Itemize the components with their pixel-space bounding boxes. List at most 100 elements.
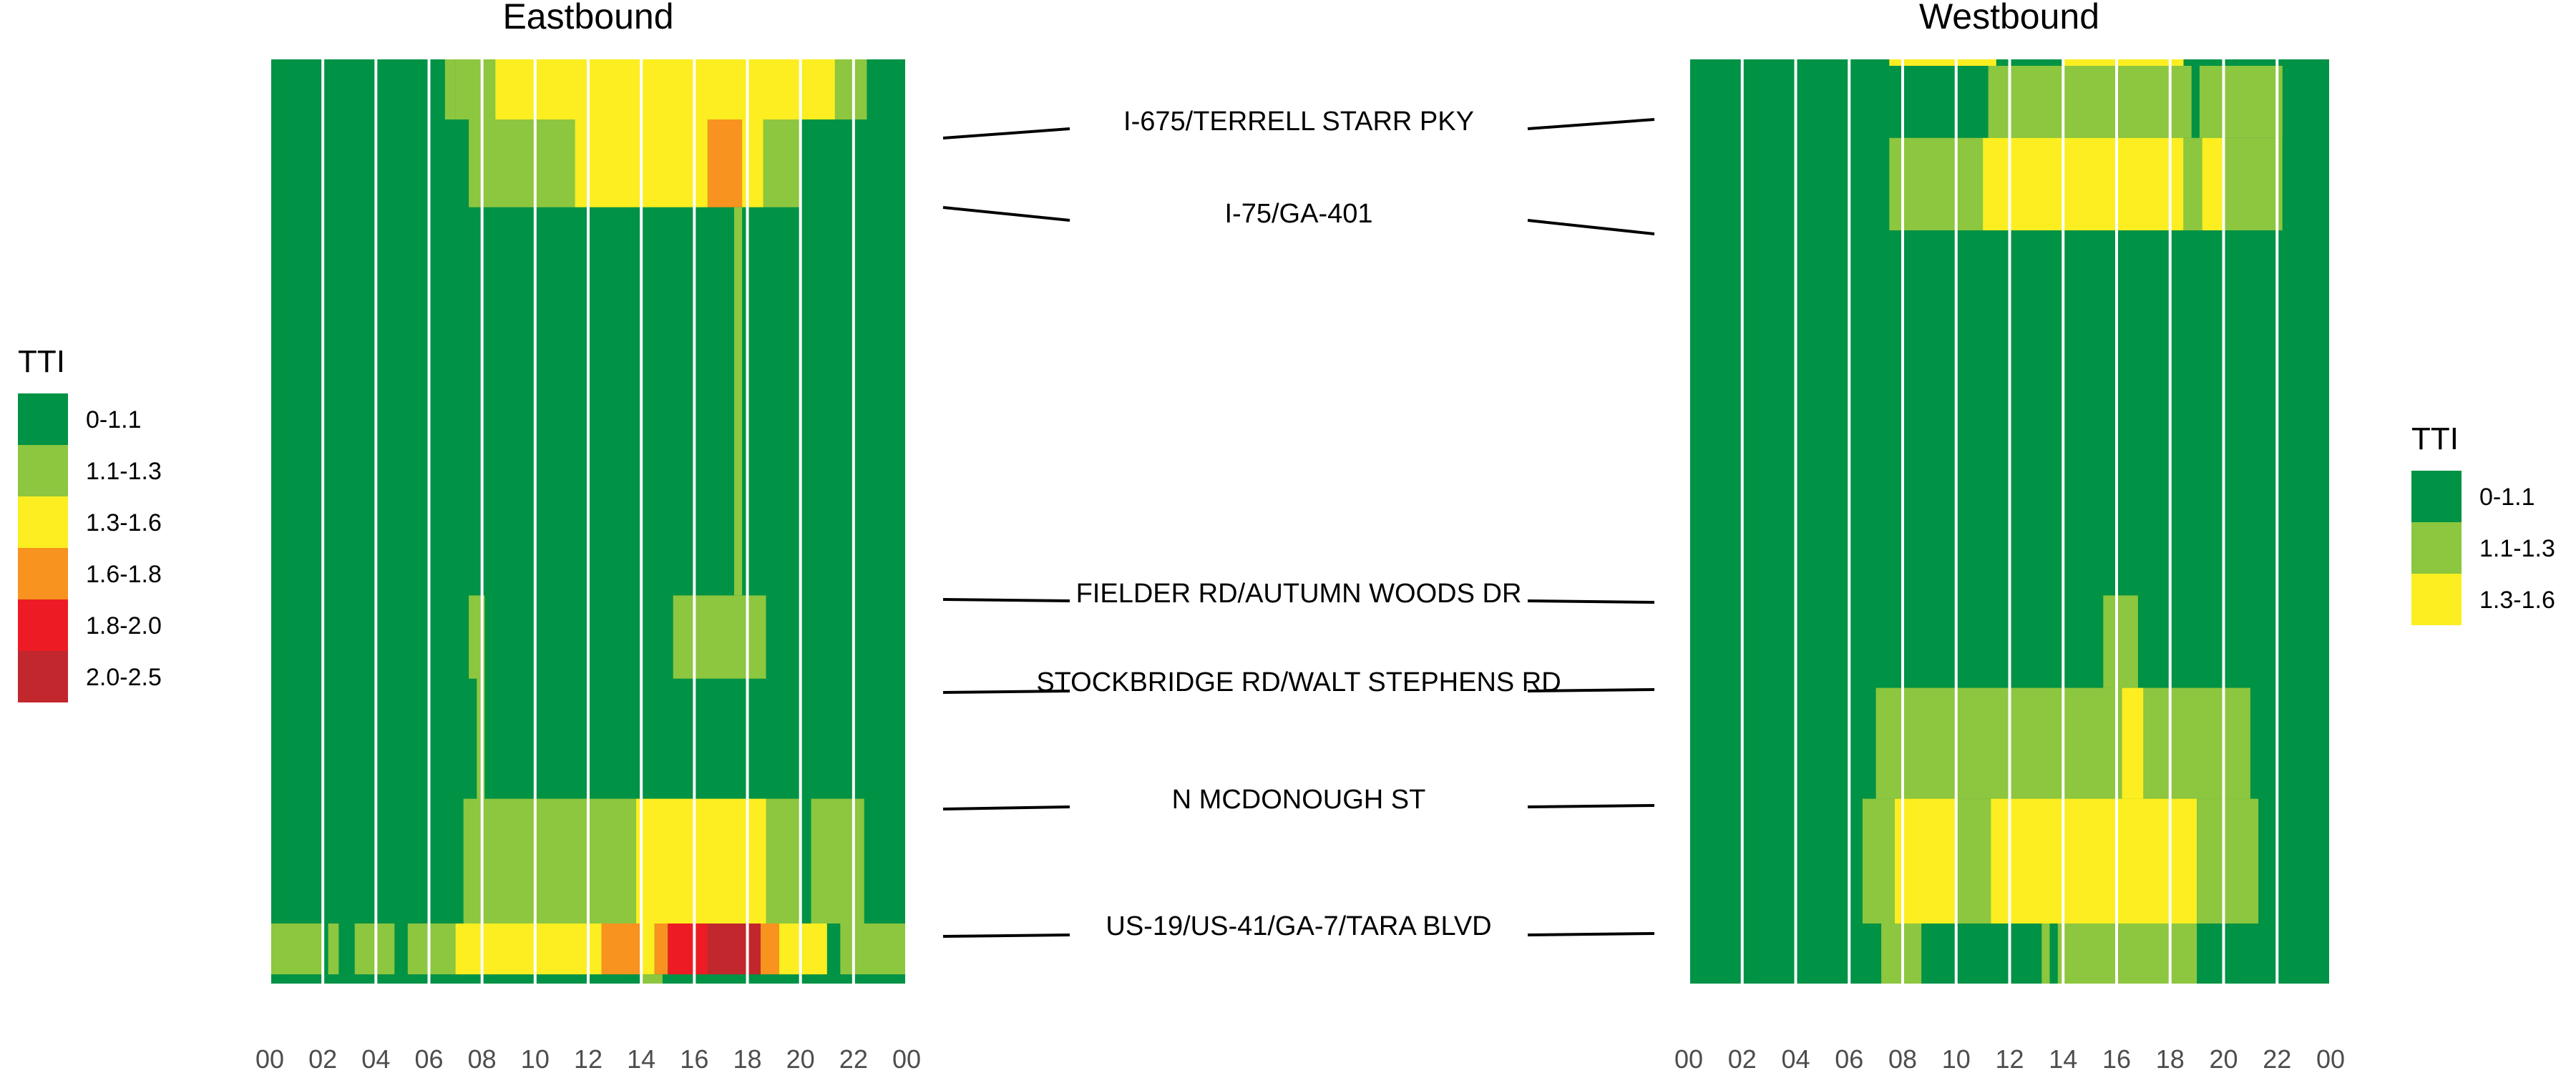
heatmap-cell bbox=[761, 923, 779, 975]
road-connector-right bbox=[1527, 804, 1655, 808]
heatmap-cell bbox=[1991, 798, 2197, 923]
legend-swatch bbox=[18, 548, 68, 599]
heatmap-cell bbox=[495, 59, 835, 119]
heatmap-cell bbox=[641, 974, 663, 984]
heatmap-cell bbox=[469, 119, 575, 207]
legend-label: 0-1.1 bbox=[86, 406, 142, 433]
heatmap-cell bbox=[2143, 687, 2250, 799]
road-label: I-75/GA-401 bbox=[1225, 199, 1373, 229]
hour-tick-label: 00 bbox=[892, 1044, 921, 1073]
legend-swatch bbox=[18, 651, 68, 702]
heatmap-cell bbox=[455, 59, 496, 119]
heatmap-cell bbox=[641, 923, 655, 975]
road-connector-left bbox=[942, 598, 1070, 602]
heatmap-cell bbox=[2122, 687, 2144, 799]
heatmap-cell bbox=[2202, 137, 2224, 230]
hour-tick-label: 00 bbox=[255, 1044, 284, 1073]
hour-tick-label: 16 bbox=[2102, 1044, 2131, 1073]
heatmap-cell bbox=[811, 798, 864, 923]
legend-swatch bbox=[18, 445, 68, 496]
heatmap-cell bbox=[463, 798, 636, 923]
heatmap-cell bbox=[766, 798, 801, 923]
road-label: STOCKBRIDGE RD/WALT STEPHENS RD bbox=[1036, 667, 1561, 697]
legend-label: 1.3-1.6 bbox=[86, 509, 162, 536]
road-connector-left bbox=[942, 127, 1070, 139]
legend-title: TTI bbox=[18, 344, 65, 379]
heatmap-cell bbox=[444, 59, 456, 119]
heatmap-cell bbox=[668, 923, 708, 975]
heatmap-cell bbox=[779, 923, 827, 975]
heatmap-cell bbox=[635, 798, 766, 923]
road-connector-left bbox=[942, 934, 1070, 938]
heatmap-cell bbox=[2197, 798, 2259, 923]
hour-tick-label: 18 bbox=[733, 1044, 761, 1073]
hour-tick-label: 00 bbox=[1674, 1044, 1703, 1073]
road-connector-left bbox=[942, 805, 1070, 810]
heatmap-cell bbox=[1875, 687, 2122, 799]
panel-title-0: Eastbound bbox=[502, 0, 673, 36]
eastbound-panel: Eastbound 00 02 04 06 08 10 12 14 16 18 20 22 00 bbox=[255, 0, 921, 1073]
heatmap-cell bbox=[1894, 798, 1956, 923]
hour-tick-label: 22 bbox=[2263, 1044, 2291, 1073]
heatmap-cell bbox=[654, 923, 668, 975]
heatmap-cell bbox=[673, 595, 766, 679]
road-connector-right bbox=[1527, 219, 1655, 235]
heatmap-cell bbox=[1862, 798, 1895, 923]
hour-tick-label: 04 bbox=[361, 1044, 390, 1073]
road-label: US-19/US-41/GA-7/TARA BLVD bbox=[1106, 911, 1491, 941]
hour-tick-label: 02 bbox=[308, 1044, 337, 1073]
road-connector-left bbox=[942, 690, 1070, 694]
legend-label: 0-1.1 bbox=[2479, 484, 2535, 511]
panel-title-1: Westbound bbox=[1919, 0, 2099, 36]
heatmap-cell bbox=[601, 923, 642, 975]
heatmap-cell bbox=[2199, 66, 2283, 138]
heatmap-cell bbox=[2183, 137, 2202, 230]
hour-tick-label: 14 bbox=[627, 1044, 655, 1073]
hour-tick-label: 12 bbox=[1995, 1044, 2024, 1073]
hour-tick-label: 02 bbox=[1728, 1044, 1757, 1073]
legend-swatch bbox=[2411, 471, 2462, 522]
legend-swatch bbox=[2411, 574, 2462, 625]
legend-label: 2.0-2.5 bbox=[86, 664, 162, 691]
hour-tick-label: 14 bbox=[2049, 1044, 2077, 1073]
heatmap-cell bbox=[455, 923, 602, 975]
legend-label: 1.3-1.6 bbox=[2479, 587, 2555, 614]
heatmap-cell bbox=[1988, 66, 2192, 138]
road-label: FIELDER RD/AUTUMN WOODS DR bbox=[1076, 579, 1522, 609]
heatmap-cell bbox=[734, 207, 743, 596]
heatmap-cell bbox=[2063, 59, 2184, 66]
heatmap-cell bbox=[1889, 137, 1984, 230]
heatmap-cell bbox=[407, 923, 456, 975]
road-connector-left bbox=[942, 206, 1070, 222]
westbound-legend: TTI 0-1.1 1.1-1.3 1.3-1.6 bbox=[2411, 421, 2555, 625]
heatmap-cell bbox=[1983, 137, 2184, 230]
legend-swatch bbox=[2411, 522, 2462, 574]
hour-tick-label: 16 bbox=[680, 1044, 708, 1073]
legend-label: 1.6-1.8 bbox=[86, 561, 162, 588]
heatmap-cell bbox=[2041, 923, 2050, 984]
road-labels: I-675/TERRELL STARR PKY I-75/GA-401 FIELDE… bbox=[942, 107, 1655, 941]
hour-tick-label: 04 bbox=[1781, 1044, 1810, 1073]
hour-tick-label: 20 bbox=[786, 1044, 815, 1073]
hour-tick-label: 18 bbox=[2156, 1044, 2185, 1073]
heatmap-cell bbox=[834, 59, 867, 119]
hour-tick-label: 12 bbox=[574, 1044, 602, 1073]
hour-tick-label: 10 bbox=[1942, 1044, 1971, 1073]
heatmap-cell bbox=[1889, 59, 1996, 66]
heatmap-cell bbox=[707, 119, 743, 207]
heatmap-cell bbox=[2223, 137, 2283, 230]
heatmap-cell bbox=[742, 119, 763, 207]
road-connector-right bbox=[1527, 688, 1655, 692]
heatmap-cell bbox=[763, 119, 801, 207]
legend-swatch bbox=[18, 599, 68, 651]
legend-label: 1.1-1.3 bbox=[2479, 535, 2555, 562]
legend-swatch bbox=[18, 393, 68, 445]
road-connector-right bbox=[1527, 932, 1655, 936]
hour-tick-label: 06 bbox=[1835, 1044, 1863, 1073]
legend-title: TTI bbox=[2411, 421, 2459, 456]
legend-label: 1.8-2.0 bbox=[86, 612, 162, 640]
hour-tick-label: 00 bbox=[2316, 1044, 2345, 1073]
hour-tick-label: 22 bbox=[839, 1044, 868, 1073]
legend-swatch bbox=[18, 496, 68, 548]
